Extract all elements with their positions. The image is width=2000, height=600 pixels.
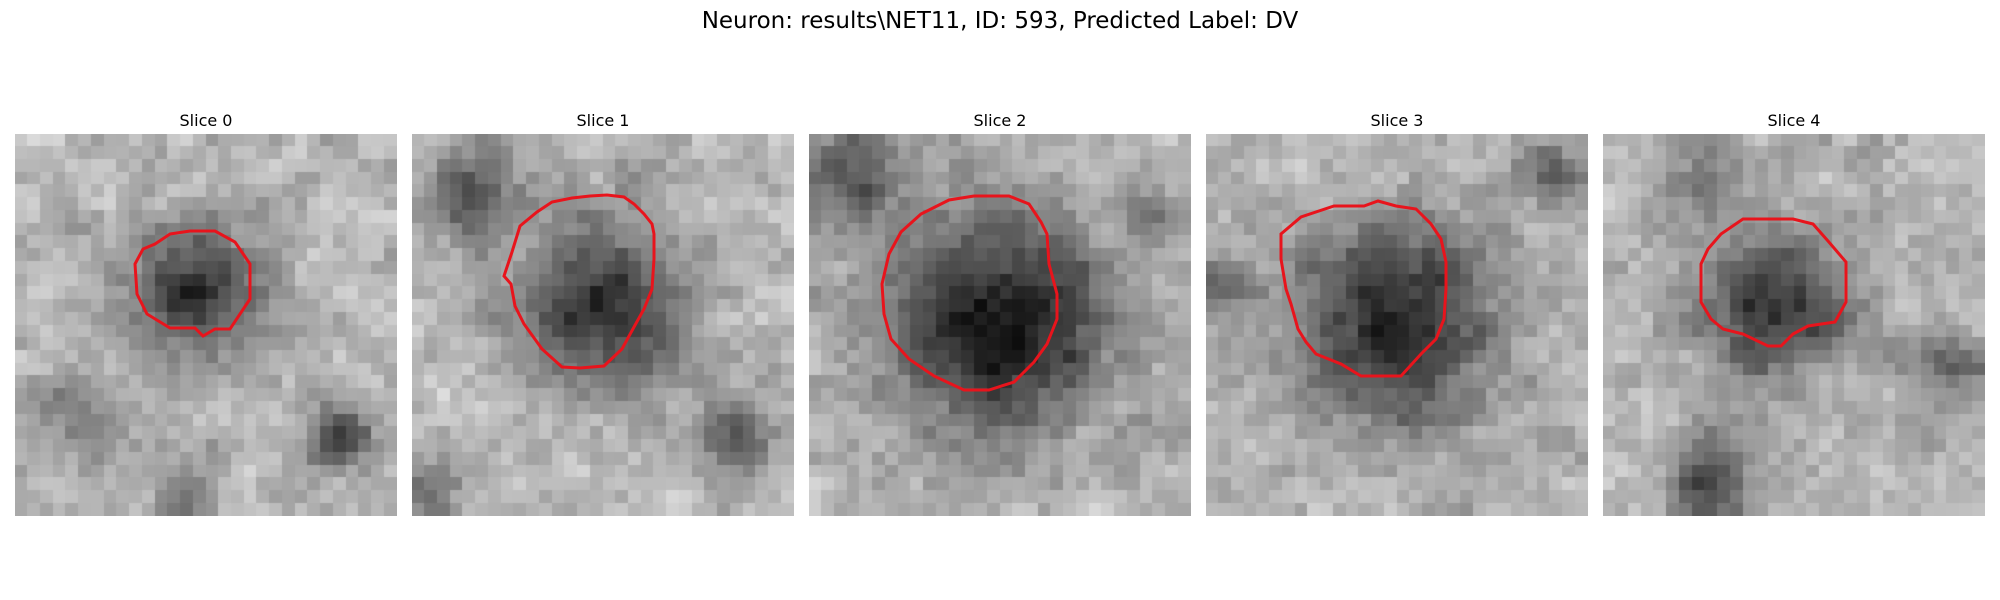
slice-panel-2: Slice 2 [809, 108, 1191, 516]
grayscale-image-0 [15, 134, 397, 516]
slice-panel-4: Slice 4 [1603, 108, 1985, 516]
slice-title-3: Slice 3 [1370, 111, 1424, 130]
slice-panel-3: Slice 3 [1206, 108, 1588, 516]
contour-overlay-0 [133, 229, 252, 338]
contour-overlay-1 [502, 193, 656, 370]
roi-contour-3 [1279, 199, 1448, 378]
contour-overlay-2 [880, 194, 1059, 392]
contour-overlay-3 [1279, 199, 1448, 378]
roi-contour-2 [880, 194, 1059, 392]
slice-title-1: Slice 1 [576, 111, 630, 130]
grayscale-image-4 [1603, 134, 1985, 516]
slice-title-0: Slice 0 [179, 111, 233, 130]
roi-contour-4 [1699, 217, 1848, 348]
slice-panel-1: Slice 1 [412, 108, 794, 516]
roi-contour-0 [133, 229, 252, 338]
slice-title-2: Slice 2 [973, 111, 1027, 130]
grayscale-image-3 [1206, 134, 1588, 516]
grayscale-image-2 [809, 134, 1191, 516]
slice-panel-0: Slice 0 [15, 108, 397, 516]
roi-contour-1 [502, 193, 656, 370]
grayscale-image-1 [412, 134, 794, 516]
slice-title-4: Slice 4 [1767, 111, 1821, 130]
contour-overlay-4 [1699, 217, 1848, 348]
figure-title: Neuron: results\NET11, ID: 593, Predicte… [701, 8, 1299, 34]
